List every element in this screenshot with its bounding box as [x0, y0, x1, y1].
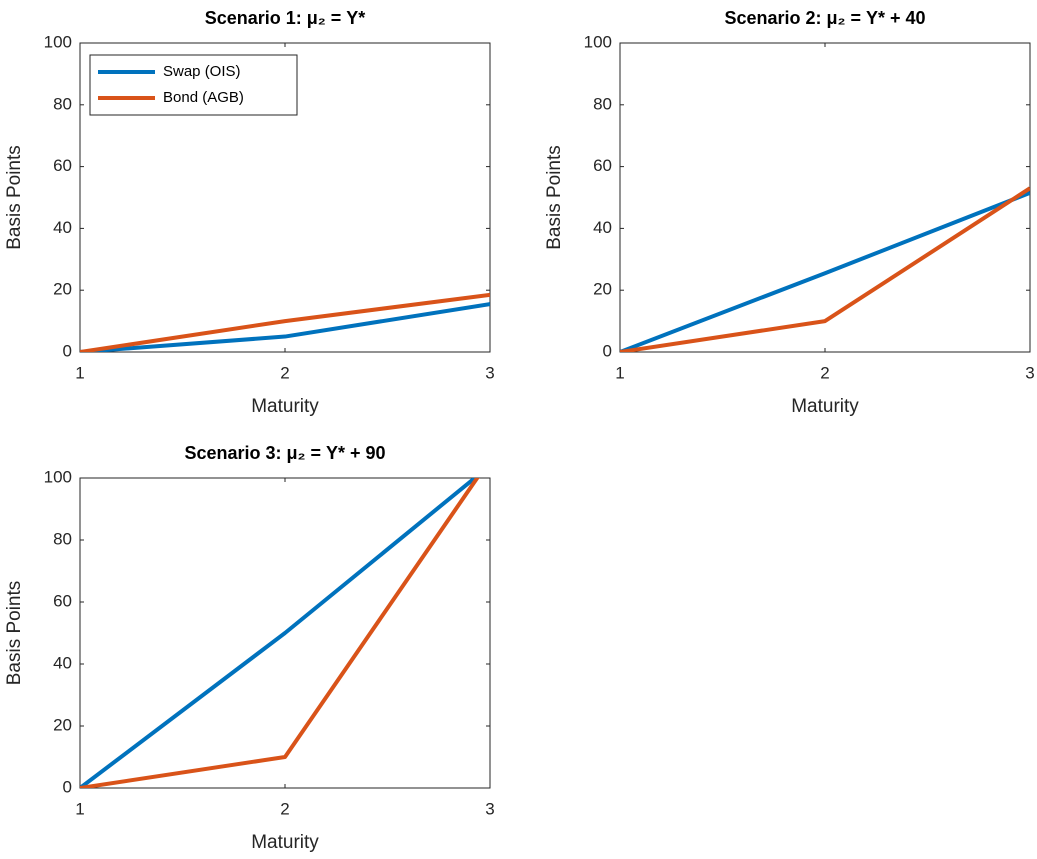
y-tick-label: 60	[53, 591, 72, 610]
y-tick-label: 40	[53, 653, 72, 672]
y-tick-label: 100	[44, 467, 72, 486]
y-tick-label: 20	[53, 715, 72, 734]
y-tick-label: 80	[53, 94, 72, 113]
x-tick-label: 1	[75, 363, 84, 382]
y-tick-label: 100	[44, 32, 72, 51]
y-tick-label: 20	[593, 280, 612, 299]
y-tick-label: 0	[603, 341, 612, 360]
series-line	[80, 478, 480, 788]
y-tick-label: 40	[53, 218, 72, 237]
x-tick-label: 2	[820, 363, 829, 382]
y-axis-label: Basis Points	[4, 581, 25, 686]
series-line	[620, 191, 1030, 352]
x-axis-label: Maturity	[251, 396, 319, 417]
x-tick-label: 1	[75, 799, 84, 818]
y-tick-label: 0	[63, 341, 72, 360]
plot-area	[619, 42, 1031, 353]
y-axis-label: Basis Points	[4, 145, 25, 250]
legend-label: Swap (OIS)	[163, 63, 241, 80]
y-tick-label: 80	[53, 529, 72, 548]
y-tick-label: 40	[593, 218, 612, 237]
series-line	[80, 292, 490, 352]
series-line	[80, 478, 478, 788]
legend-box	[89, 54, 298, 116]
y-tick-label: 100	[584, 32, 612, 51]
x-tick-label: 1	[615, 363, 624, 382]
y-tick-label: 20	[53, 280, 72, 299]
y-tick-label: 0	[63, 777, 72, 796]
chart-title: Scenario 3: μ₂ = Y* + 90	[184, 443, 385, 463]
x-axis-label: Maturity	[251, 832, 319, 853]
y-tick-label: 60	[593, 156, 612, 175]
x-tick-label: 3	[485, 363, 494, 382]
y-axis-label: Basis Points	[544, 145, 565, 250]
y-tick-label: 60	[53, 156, 72, 175]
x-tick-label: 3	[1025, 363, 1034, 382]
x-axis-label: Maturity	[791, 396, 859, 417]
chart-title: Scenario 2: μ₂ = Y* + 40	[724, 8, 925, 28]
legend-label: Bond (AGB)	[163, 89, 244, 106]
subplot: 0 20 40 60 80 100 1 2 3 Maturity Basis Points Scena…	[4, 8, 495, 417]
series-line	[80, 302, 490, 352]
subplot: 0 20 40 60 80 100 1 2 3 Maturity Basis Points Scena…	[4, 443, 495, 853]
y-tick-label: 80	[593, 94, 612, 113]
chart-title: Scenario 1: μ₂ = Y*	[205, 8, 366, 28]
x-tick-label: 2	[280, 799, 289, 818]
x-tick-label: 2	[280, 363, 289, 382]
x-tick-label: 3	[485, 799, 494, 818]
series-line	[620, 186, 1030, 352]
subplot: 0 20 40 60 80 100 1 2 3 Maturity Basis Points Scena…	[544, 8, 1035, 417]
